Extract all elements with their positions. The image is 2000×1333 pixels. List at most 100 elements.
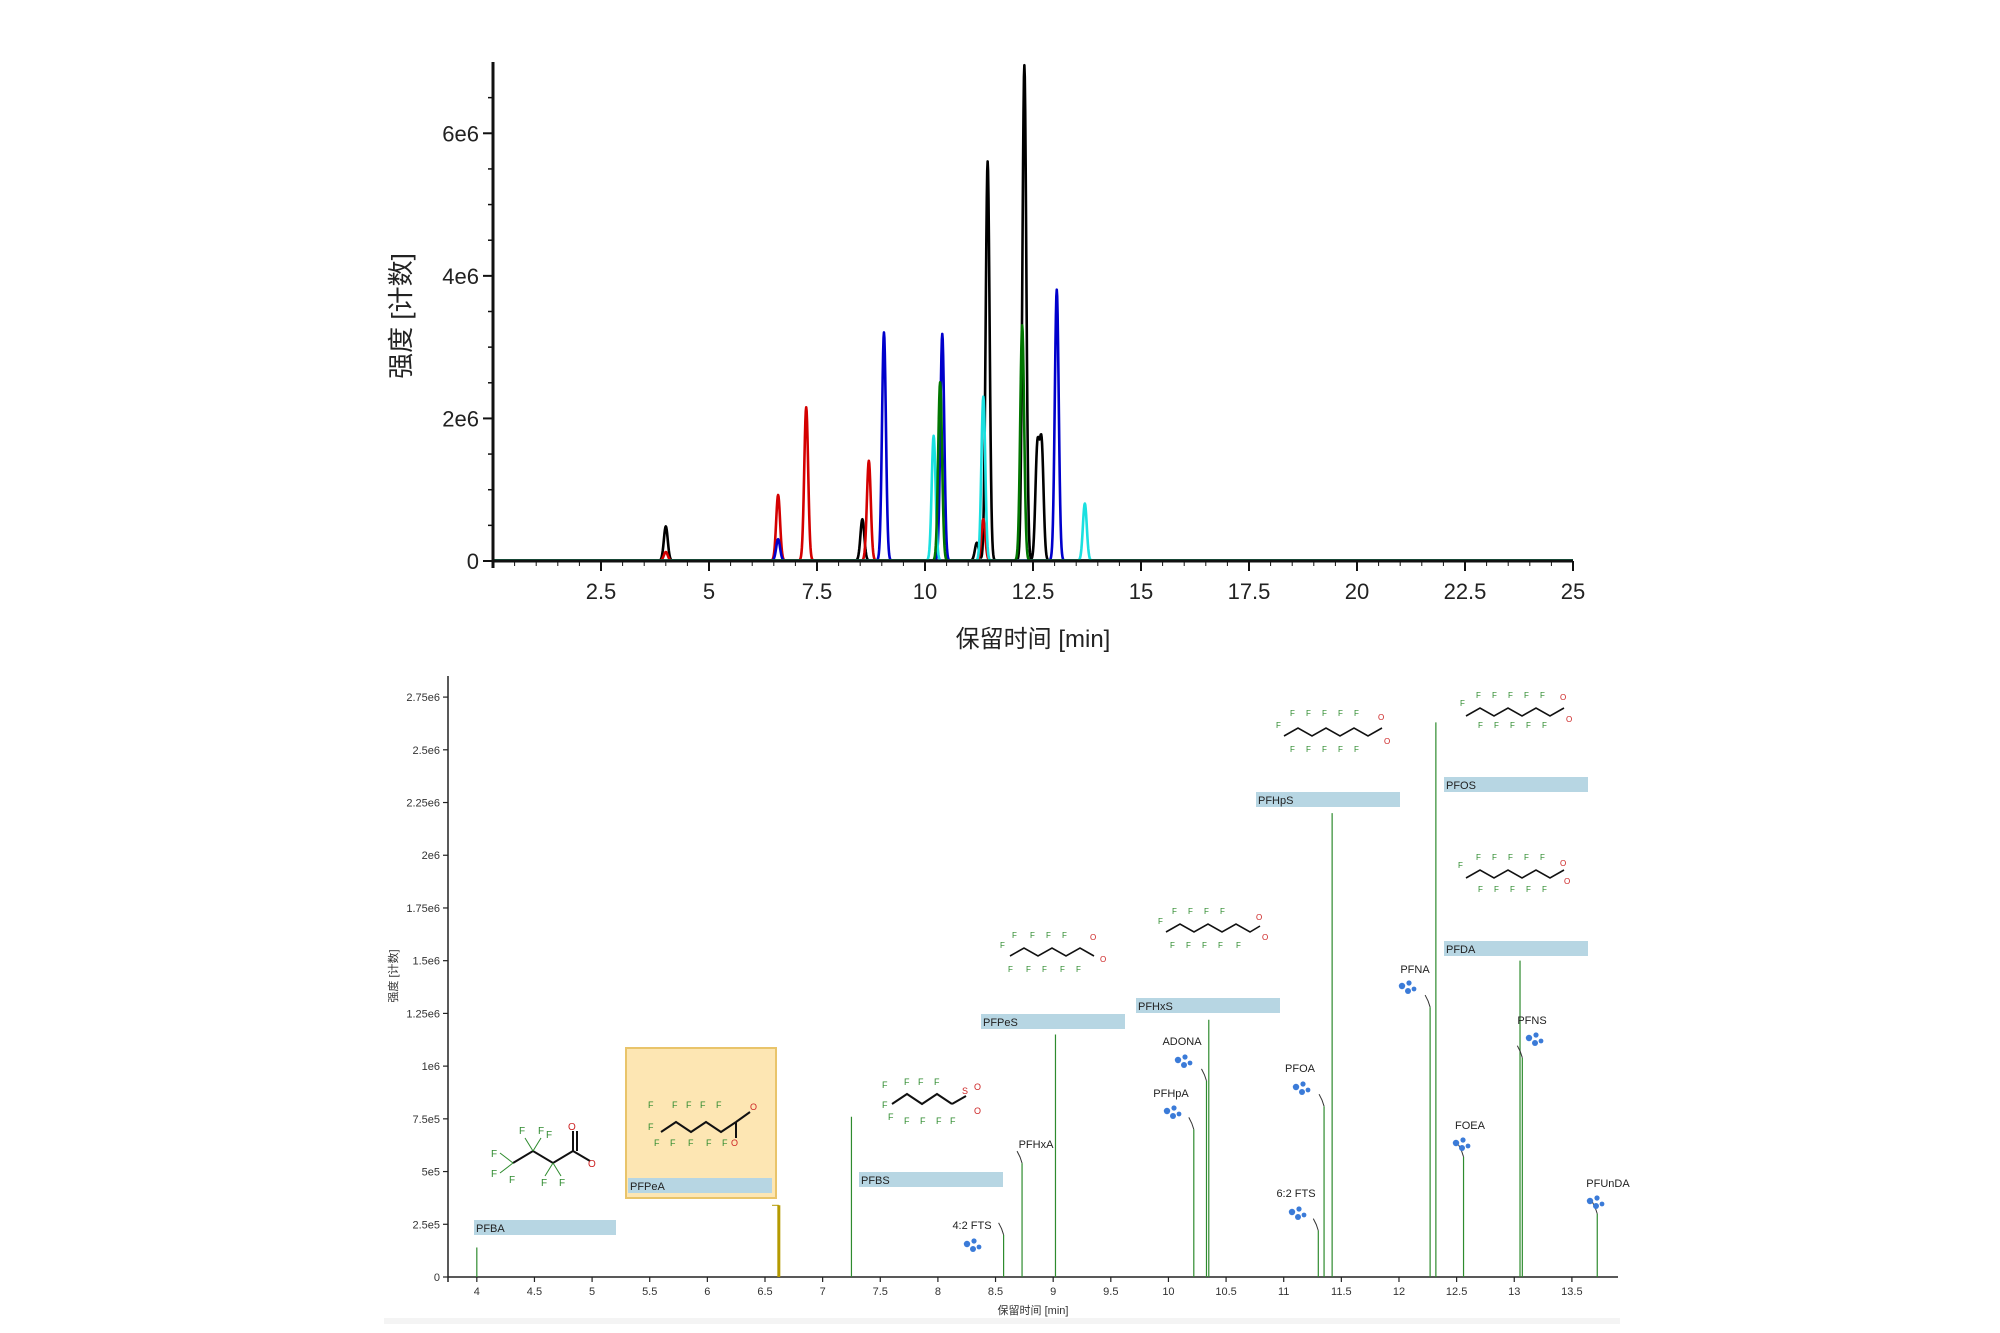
svg-text:O: O	[1560, 859, 1566, 868]
svg-text:F: F	[1306, 709, 1311, 718]
peak-label-adona: ADONA	[1162, 1036, 1202, 1048]
svg-text:F: F	[654, 1138, 660, 1148]
svg-text:F: F	[1188, 907, 1193, 916]
svg-text:F: F	[918, 1077, 924, 1087]
svg-text:F: F	[1540, 691, 1545, 700]
svg-text:F: F	[1494, 885, 1499, 894]
peak-label-box-pfpea[interactable]	[628, 1178, 772, 1193]
svg-text:O: O	[1384, 737, 1390, 746]
svg-text:F: F	[934, 1077, 940, 1087]
svg-text:F: F	[648, 1122, 654, 1132]
peak-leader-pfoa	[1318, 1093, 1325, 1107]
top-x-tick-label: 2.5	[586, 579, 617, 604]
svg-text:F: F	[1236, 941, 1241, 950]
peak-label-box-pfba[interactable]	[474, 1220, 616, 1235]
peak-label-box-pfda[interactable]	[1444, 941, 1588, 956]
svg-text:F: F	[1186, 941, 1191, 950]
svg-text:F: F	[1170, 941, 1175, 950]
svg-text:F: F	[716, 1100, 722, 1110]
top-x-tick-label: 17.5	[1228, 579, 1271, 604]
svg-text:F: F	[1492, 691, 1497, 700]
bottom-x-tick-label: 12	[1393, 1286, 1405, 1298]
svg-text:F: F	[1476, 691, 1481, 700]
bottom-y-tick-label: 2e6	[422, 850, 440, 862]
bottom-x-tick-label: 13.5	[1561, 1286, 1582, 1298]
molecule-cluster-icon	[963, 1238, 982, 1252]
series-line-black	[492, 63, 1574, 562]
svg-text:F: F	[700, 1100, 706, 1110]
top-y-tick-label: 2e6	[442, 406, 479, 431]
svg-text:F: F	[1042, 965, 1047, 974]
svg-text:F: F	[1492, 853, 1497, 862]
svg-text:F: F	[1322, 745, 1327, 754]
svg-text:F: F	[546, 1130, 552, 1141]
svg-text:F: F	[1158, 917, 1163, 926]
svg-text:O: O	[731, 1138, 738, 1148]
svg-text:F: F	[882, 1100, 888, 1110]
svg-text:O: O	[1378, 713, 1384, 722]
structure-pfpes: FF F F FF F F F F OO	[1000, 931, 1106, 974]
svg-text:F: F	[1276, 721, 1281, 730]
bottom-y-tick-label: 7.5e5	[412, 1114, 440, 1126]
peak-label-box-pfbs[interactable]	[859, 1172, 1003, 1187]
peak-label-pfda: PFDA	[1446, 944, 1476, 956]
svg-text:F: F	[519, 1126, 525, 1137]
bottom-x-tick-label: 5.5	[642, 1286, 657, 1298]
bottom-x-tick-label: 6.5	[757, 1286, 772, 1298]
svg-text:F: F	[688, 1138, 694, 1148]
svg-text:F: F	[1062, 931, 1067, 940]
molecule-cluster-icon	[1525, 1032, 1544, 1046]
peak-label-pfunda: PFUnDA	[1586, 1178, 1630, 1190]
svg-text:F: F	[1202, 941, 1207, 950]
peak-label-pfhxa: PFHxA	[1019, 1139, 1055, 1151]
bottom-y-tick-label: 1.5e6	[412, 956, 440, 968]
svg-text:O: O	[1564, 877, 1570, 886]
top-y-axis-label: 强度 [计数]	[386, 253, 416, 379]
peak-label-pfpes: PFPeS	[983, 1017, 1018, 1029]
svg-text:F: F	[1508, 853, 1513, 862]
top-y-ticks: 0 2e6 4e6 6e6	[442, 96, 493, 574]
svg-text:F: F	[1354, 745, 1359, 754]
bottom-shadow	[384, 1318, 1620, 1324]
molecule-cluster-icon	[1292, 1081, 1311, 1095]
peak-label-box-pfos[interactable]	[1444, 777, 1588, 792]
annotated-chromatogram: 0 2.5e5 5e5 7.5e5 1e6 1.25e6 1.5e6 1.75e6 2e6 2.2…	[384, 676, 1630, 1324]
bottom-x-tick-label: 11	[1278, 1286, 1289, 1298]
peak-label-box-pfhps[interactable]	[1256, 792, 1400, 807]
svg-text:F: F	[1526, 885, 1531, 894]
bottom-x-tick-label: 12.5	[1446, 1286, 1467, 1298]
molecule-cluster-icon	[1163, 1105, 1182, 1119]
bottom-y-tick-label: 2.5e5	[412, 1219, 440, 1231]
peak-label-box-pfpes[interactable]	[981, 1014, 1125, 1029]
top-y-tick-label: 0	[467, 549, 479, 574]
svg-text:O: O	[1560, 693, 1566, 702]
svg-text:F: F	[888, 1112, 894, 1122]
svg-text:F: F	[1478, 885, 1483, 894]
bottom-y-tick-label: 2.25e6	[406, 798, 440, 810]
svg-text:F: F	[1510, 885, 1515, 894]
svg-text:O: O	[1256, 913, 1262, 922]
molecule-cluster-icon	[1288, 1206, 1307, 1220]
peak-label-box-pfhxs[interactable]	[1136, 998, 1280, 1013]
svg-text:F: F	[1322, 709, 1327, 718]
svg-text:F: F	[1524, 691, 1529, 700]
bottom-x-tick-label: 4	[474, 1286, 480, 1298]
svg-text:F: F	[722, 1138, 728, 1148]
bottom-x-tick-label: 9.5	[1103, 1286, 1118, 1298]
svg-text:F: F	[882, 1080, 888, 1090]
peak-label-pfba: PFBA	[476, 1223, 505, 1235]
svg-text:F: F	[1540, 853, 1545, 862]
bottom-x-tick-label: 7	[820, 1286, 826, 1298]
highlight-panel-pfpea[interactable]	[625, 1047, 777, 1199]
svg-text:F: F	[1458, 861, 1463, 870]
peak-label-pfhps: PFHpS	[1258, 795, 1293, 807]
svg-text:F: F	[1460, 699, 1465, 708]
bottom-x-tick-label: 4.5	[527, 1286, 542, 1298]
peak-leader-6-2-fts	[1312, 1218, 1319, 1231]
svg-text:F: F	[559, 1178, 565, 1189]
series-traces	[492, 63, 1574, 562]
top-x-tick-label: 25	[1561, 579, 1585, 604]
